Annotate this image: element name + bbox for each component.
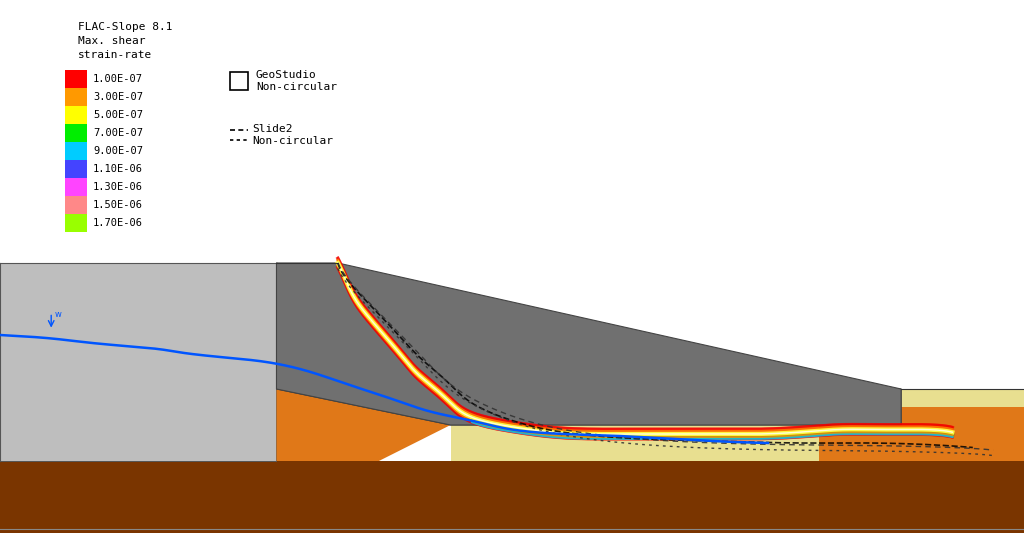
Bar [65,214,87,232]
Text: 3.00E-07: 3.00E-07 [93,92,143,102]
Bar [65,196,87,214]
Text: 1.70E-06: 1.70E-06 [93,218,143,228]
Bar [230,72,248,90]
Polygon shape [276,263,901,425]
Polygon shape [276,389,451,461]
Text: Slide2
Non-circular: Slide2 Non-circular [252,124,333,146]
Polygon shape [451,425,1024,461]
Text: 1.10E-06: 1.10E-06 [93,164,143,174]
Polygon shape [276,263,901,425]
Text: 5.00E-07: 5.00E-07 [93,110,143,120]
Text: FLAC-Slope 8.1: FLAC-Slope 8.1 [78,22,172,32]
Polygon shape [0,461,1024,533]
Text: w: w [54,310,61,319]
Text: 9.00E-07: 9.00E-07 [93,146,143,156]
Text: 7.00E-07: 7.00E-07 [93,128,143,138]
Text: strain-rate: strain-rate [78,50,153,60]
Text: 1.00E-07: 1.00E-07 [93,74,143,84]
Polygon shape [451,425,1024,461]
Polygon shape [840,389,1024,407]
Text: GeoStudio
Non-circular: GeoStudio Non-circular [256,70,337,92]
Polygon shape [819,425,1024,461]
Polygon shape [0,263,276,461]
Bar [65,160,87,178]
Text: Max. shear: Max. shear [78,36,145,46]
Bar [65,124,87,142]
Bar [65,88,87,106]
Bar [65,142,87,160]
Bar [65,70,87,88]
Bar [65,178,87,196]
Polygon shape [840,407,1024,461]
Text: 1.50E-06: 1.50E-06 [93,200,143,210]
Bar [65,106,87,124]
Text: 1.30E-06: 1.30E-06 [93,182,143,192]
